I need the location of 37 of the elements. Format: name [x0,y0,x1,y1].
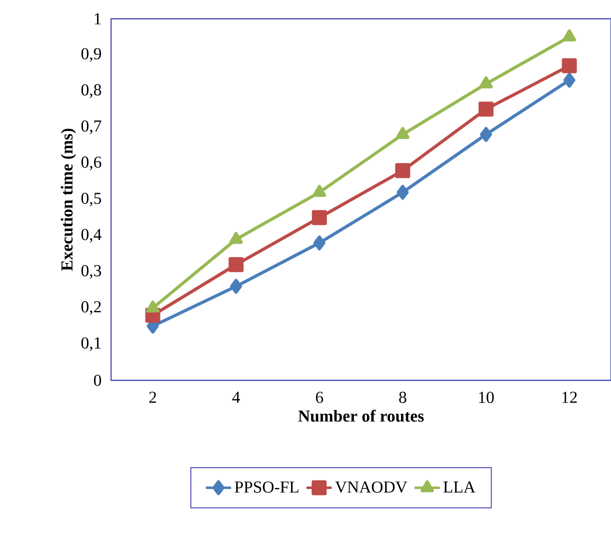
point [396,184,409,200]
point [562,29,576,42]
y-tick-label: 0,7 [81,120,102,134]
y-tick-label: 0 [94,374,102,386]
point [480,126,492,142]
y-tick-label: 0,4 [81,228,102,242]
x-tick-label: 8 [399,392,406,403]
legend-label: VNAODV [335,481,408,493]
y-tick-label: 0,2 [81,301,101,315]
x-tick-label: 10 [479,392,494,403]
legend-label: LLA [443,481,476,492]
point [312,184,326,197]
point [312,210,327,226]
point [562,58,577,74]
y-tick-label: 0,5 [81,192,102,206]
point [395,163,410,178]
point [313,235,326,250]
y-tick-label: 1 [94,13,101,24]
point [563,72,576,88]
point [479,76,493,88]
y-tick-label: 0,1 [81,337,101,351]
point [229,232,243,244]
point [396,126,410,139]
y-tick-label: 0,8 [81,84,102,98]
point [478,102,494,117]
y-axis-title: Execution time (ms) [60,128,76,271]
x-tick-label: 12 [562,392,577,403]
x-tick-label: 6 [316,392,324,403]
point [230,278,242,294]
x-axis-title: Number of routes [298,410,424,422]
point [228,257,244,272]
x-tick-label: 2 [149,392,156,403]
y-tick-label: 0,3 [81,264,102,279]
x-tick-label: 4 [232,392,240,403]
y-tick-label: 0,6 [81,156,102,170]
legend-label: PPSO-FL [234,481,298,493]
y-tick-label: 0,9 [81,48,102,62]
